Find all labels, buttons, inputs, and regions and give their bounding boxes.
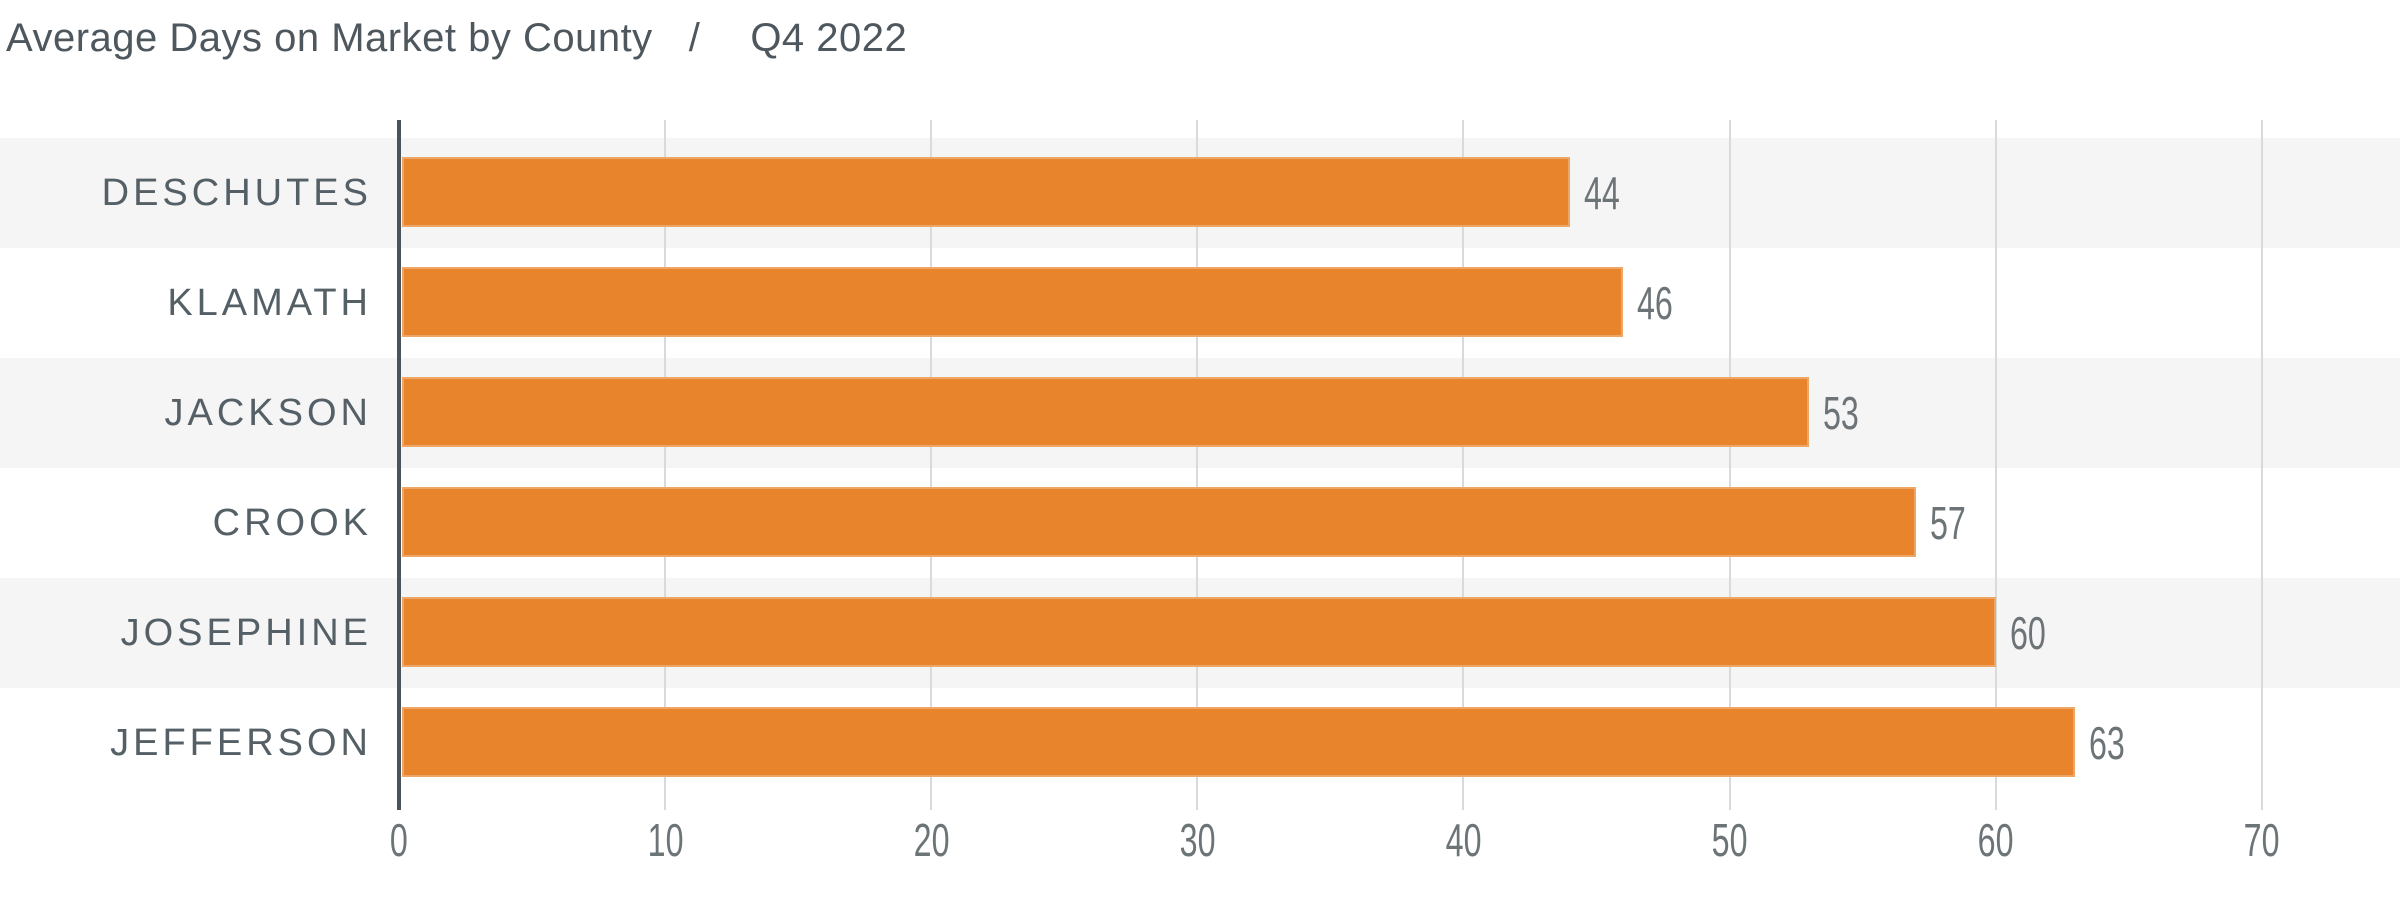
x-tick: 50 <box>1670 812 1790 868</box>
x-tick-label: 60 <box>1977 814 2014 866</box>
category-label: CROOK <box>212 501 372 544</box>
gridline <box>1728 120 1731 810</box>
x-tick: 30 <box>1137 812 1257 868</box>
chart-title: Average Days on Market by County / Q4 20… <box>6 16 907 61</box>
chart-row: DESCHUTES 44 <box>0 138 2400 248</box>
bar-value-label: 57 <box>1929 497 1966 549</box>
chart-row: JOSEPHINE 60 <box>0 578 2400 688</box>
category-label: JACKSON <box>164 391 372 434</box>
category-label: KLAMATH <box>167 281 372 324</box>
category-label: JOSEPHINE <box>120 611 372 654</box>
bar-value: 44 <box>1584 138 1635 248</box>
bar-value-label: 46 <box>1637 277 1673 329</box>
bar-value-label: 63 <box>2089 717 2126 769</box>
bar <box>402 597 1996 667</box>
title-separator: / <box>688 16 701 60</box>
chart-period-label: Q4 2022 <box>750 16 908 60</box>
bar <box>402 377 1810 447</box>
bar <box>402 157 1570 227</box>
bar-value: 60 <box>2010 578 2061 688</box>
x-tick-label: 0 <box>390 814 408 866</box>
bar <box>402 267 1624 337</box>
bar-value: 53 <box>1823 358 1874 468</box>
x-tick-label: 50 <box>1711 814 1748 866</box>
gridline <box>1994 120 1997 810</box>
x-tick-label: 40 <box>1445 814 1482 866</box>
bar-value-label: 53 <box>1823 387 1860 439</box>
x-tick: 10 <box>605 812 725 868</box>
y-axis-line <box>397 120 401 810</box>
bar-value-label: 60 <box>2009 607 2046 659</box>
chart-row: JEFFERSON 63 <box>0 688 2400 798</box>
x-tick: 20 <box>871 812 991 868</box>
chart-row: CROOK 57 <box>0 468 2400 578</box>
category-label: DESCHUTES <box>101 171 372 214</box>
bar-value: 63 <box>2089 688 2140 798</box>
chart-title-text: Average Days on Market by County <box>6 16 653 60</box>
bar <box>402 487 1916 557</box>
bar-value-label: 44 <box>1583 167 1620 219</box>
x-tick-label: 30 <box>1179 814 1216 866</box>
x-tick-label: 70 <box>2243 814 2280 866</box>
bar-value: 46 <box>1637 248 1688 358</box>
chart-row: JACKSON 53 <box>0 358 2400 468</box>
category-label: JEFFERSON <box>110 721 372 764</box>
x-tick-label: 10 <box>647 814 683 866</box>
gridline <box>664 120 667 810</box>
x-tick-label: 20 <box>913 814 950 866</box>
x-tick: 70 <box>2202 812 2322 868</box>
x-tick: 0 <box>339 812 459 868</box>
x-tick: 40 <box>1403 812 1523 868</box>
gridline <box>1196 120 1199 810</box>
chart-row: KLAMATH 46 <box>0 248 2400 358</box>
bar <box>402 707 2076 777</box>
gridline <box>930 120 933 810</box>
x-tick: 60 <box>1936 812 2056 868</box>
gridline <box>1462 120 1465 810</box>
gridline <box>2260 120 2263 810</box>
bar-value: 57 <box>1930 468 1981 578</box>
